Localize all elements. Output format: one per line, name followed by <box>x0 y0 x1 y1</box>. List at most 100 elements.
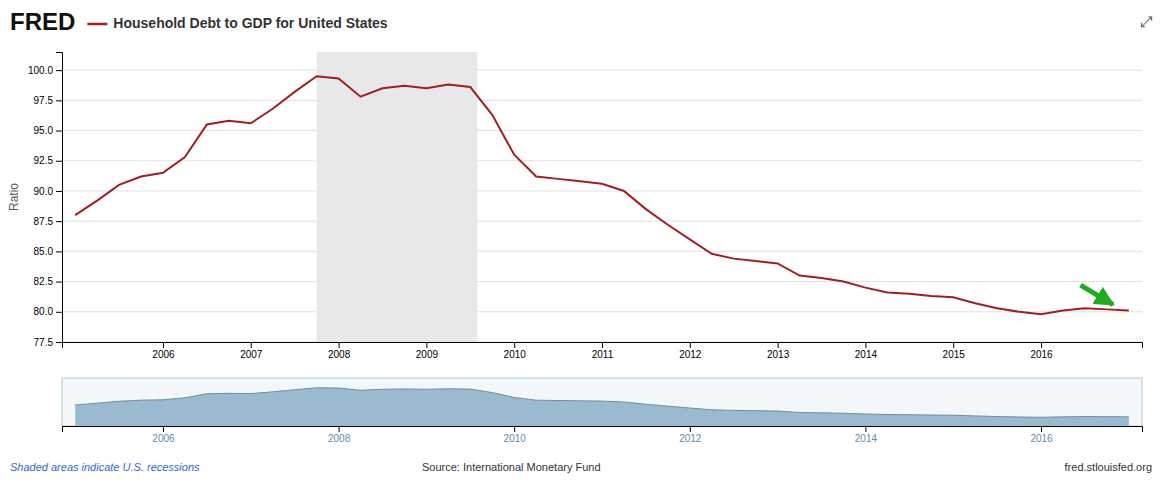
tick-mark <box>778 342 779 348</box>
tick-mark <box>1041 426 1042 432</box>
tick: 2013 <box>767 342 790 360</box>
tick-label: 2008 <box>328 433 351 444</box>
tick-label: 2008 <box>328 349 351 360</box>
tick-label: 85.0 <box>34 246 54 257</box>
tick-mark <box>56 342 62 343</box>
tick-label: 2014 <box>855 433 878 444</box>
grid-line <box>62 311 1142 312</box>
tick-label: 2012 <box>679 433 702 444</box>
recession-note: Shaded areas indicate U.S. recessions <box>10 461 200 473</box>
series-swatch <box>87 23 107 26</box>
y-axis: 77.5 80.0 82.5 85.0 87.5 90.0 92.5 95.0 97.5 100.… <box>28 53 63 348</box>
tick-label: 82.5 <box>34 276 54 287</box>
tick-mark <box>56 131 62 132</box>
tick-label: 2010 <box>504 433 527 444</box>
grid-line <box>62 130 1142 131</box>
grid-line <box>62 221 1142 222</box>
tick: 2014 <box>855 342 878 360</box>
source: Source: International Monetary Fund <box>422 461 601 473</box>
website: fred.stlouisfed.org <box>1065 461 1152 473</box>
tick-mark <box>514 342 515 348</box>
tick-label: 2013 <box>767 349 790 360</box>
tick-mark <box>56 312 62 313</box>
tick: 80.0 <box>34 306 62 317</box>
navigator-x-axis: 2006 2008 2010 2012 2014 2016 <box>63 426 1143 444</box>
tick-label: 92.5 <box>34 155 54 166</box>
navigator-area <box>75 388 1129 426</box>
grid-line <box>62 160 1142 161</box>
chart: FREDHousehold Debt to GDP for United Sta… <box>0 0 1162 483</box>
grid-line <box>62 100 1142 101</box>
tick-mark <box>56 221 62 222</box>
footer: Shaded areas indicate U.S. recessions Sou… <box>10 461 1152 473</box>
tick: 85.0 <box>34 246 62 257</box>
tick: 2006 <box>152 426 175 444</box>
tick-label: 90.0 <box>34 186 54 197</box>
navigator-plot <box>75 388 1129 426</box>
tick-label: 100.0 <box>28 65 53 76</box>
tick: 2012 <box>679 426 702 444</box>
tick: 100.0 <box>28 65 62 76</box>
tick-label: 2010 <box>504 349 527 360</box>
tick-label: 87.5 <box>34 216 54 227</box>
brand: FRED <box>10 8 75 35</box>
tick: 2008 <box>328 342 351 360</box>
tick-mark <box>56 251 62 252</box>
tick-mark <box>1041 342 1042 348</box>
tick: 90.0 <box>34 186 62 197</box>
tick: 2009 <box>416 342 439 360</box>
tick-label: 2009 <box>416 349 439 360</box>
tick: 77.5 <box>34 337 62 348</box>
tick-mark <box>690 426 691 432</box>
y-axis-title: Ratio <box>7 183 21 211</box>
tick-label: 80.0 <box>34 306 54 317</box>
tick: 2014 <box>855 426 878 444</box>
plot-area <box>75 52 1129 342</box>
tick: 2008 <box>328 426 351 444</box>
tick: 2011 <box>592 342 614 360</box>
tick: 2007 <box>240 342 263 360</box>
tick-mark <box>426 342 427 348</box>
series-line <box>75 76 1129 314</box>
tick-mark <box>251 342 252 348</box>
tick-mark <box>690 342 691 348</box>
tick: 95.0 <box>34 125 62 136</box>
navigator-frame <box>62 378 1142 426</box>
grid-line <box>62 190 1142 191</box>
tick-mark <box>56 282 62 283</box>
tick-mark <box>953 342 954 348</box>
navigator-line <box>75 388 1129 418</box>
recession-band <box>317 52 478 342</box>
tick-mark <box>339 342 340 348</box>
tick: 92.5 <box>34 155 62 166</box>
tick-mark <box>56 191 62 192</box>
grid-line <box>62 70 1142 71</box>
tick: 2016 <box>1030 426 1053 444</box>
tick-label: 2011 <box>592 349 614 360</box>
tick-mark <box>56 70 62 71</box>
tick-mark <box>56 100 62 101</box>
tick-label: 95.0 <box>34 125 54 136</box>
tick-mark <box>56 161 62 162</box>
header: FREDHousehold Debt to GDP for United Sta… <box>10 8 1153 35</box>
tick: 2016 <box>1030 342 1053 360</box>
tick-mark <box>339 426 340 432</box>
tick-label: 2006 <box>152 433 175 444</box>
tick-mark <box>163 342 164 348</box>
tick-label: 2014 <box>855 349 878 360</box>
tick: 2010 <box>504 426 527 444</box>
axis-line <box>63 343 1143 349</box>
tick: 87.5 <box>34 216 62 227</box>
tick-mark <box>865 426 866 432</box>
tick-mark <box>865 342 866 348</box>
tick-mark <box>163 426 164 432</box>
tick: 2015 <box>943 342 966 360</box>
tick: 97.5 <box>34 95 62 106</box>
tick-mark <box>602 342 603 348</box>
axis-line <box>63 427 1143 433</box>
tick: 2006 <box>152 342 175 360</box>
tick-label: 2016 <box>1030 349 1053 360</box>
x-axis: 2006200720082009201020112012201320142015… <box>63 342 1143 360</box>
tick-label: 2015 <box>943 349 966 360</box>
tick-mark <box>514 426 515 432</box>
